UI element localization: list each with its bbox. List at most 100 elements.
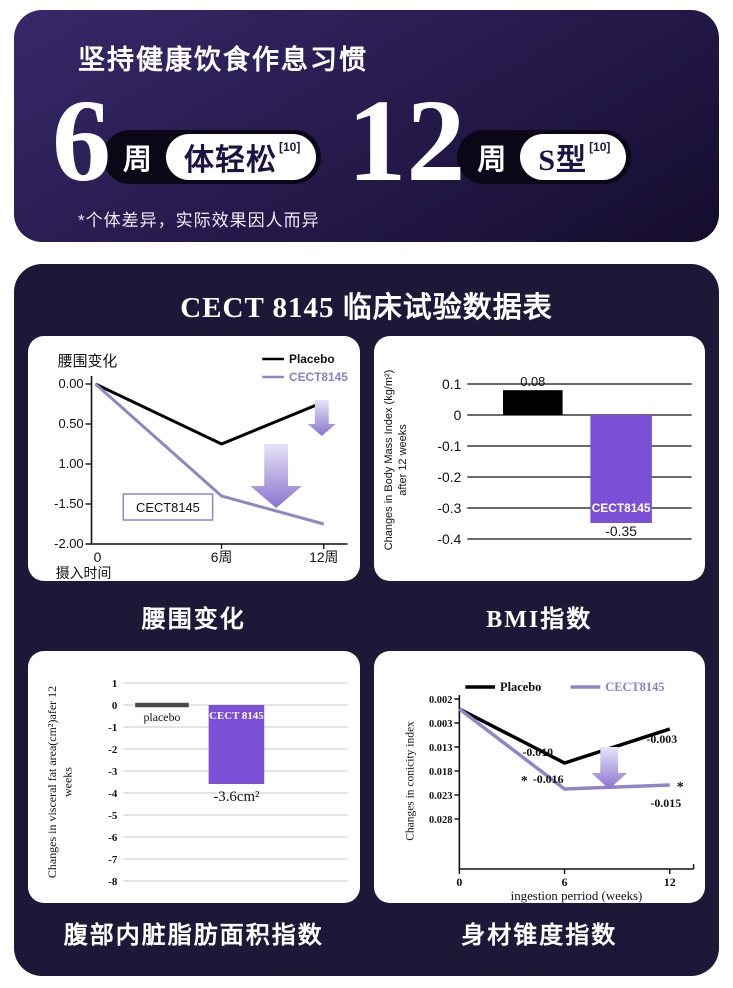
x-tick-label: 12周 xyxy=(309,549,338,565)
y-tick-label: 0.023 xyxy=(428,791,451,802)
y-tick-label: 0.018 xyxy=(428,767,451,778)
promo-banner: 坚持健康饮食作息习惯 6 周 体轻松 [10] 12 周 S型 xyxy=(14,10,719,242)
cect8145-bar-text: CECT8145 xyxy=(591,501,650,515)
y-axis-label-line1: Changes in Body Mass Index (kg/m²) xyxy=(382,370,394,551)
section-title: CECT 8145 临床试验数据表 xyxy=(180,292,553,324)
placebo-line xyxy=(458,707,670,765)
conicity-chart: Placebo CECT8145 Changes in conicity ind… xyxy=(404,680,694,903)
chart-panel-waist: 腰围变化 Placebo CECT8145 0.00 xyxy=(28,336,360,581)
y-axis-label-line2: after 12 weeks xyxy=(396,424,408,496)
y-tick-label: 0.003 xyxy=(428,719,451,730)
y-tick-label: -0.4 xyxy=(437,531,461,547)
y-tick-label: -6 xyxy=(108,832,118,844)
y-tick-label: -0.2 xyxy=(437,469,461,485)
y-tick-label: -4 xyxy=(108,788,118,800)
cect8145-6wk-value: -0.016 xyxy=(532,772,563,786)
placebo-line xyxy=(94,382,325,446)
disclaimer-text: *个体差异，实际效果因人而异 xyxy=(78,211,320,230)
y-tick-label: -2 xyxy=(108,744,117,756)
annotation-box-label: CECT8145 xyxy=(136,500,200,515)
y-tick-label: 0.1 xyxy=(442,376,462,392)
legend-label-placebo: Placebo xyxy=(289,352,335,366)
y-tick-label: -8 xyxy=(108,876,118,888)
stat-number-12: 12 xyxy=(347,75,466,206)
stat-pill-6: 体轻松 [10] xyxy=(166,134,317,180)
y-tick-label: 1 xyxy=(112,678,117,690)
clinical-data-card: CECT 8145 临床试验数据表 腰围变化 Placebo CECT8145 xyxy=(14,264,719,976)
y-tick-label: -7 xyxy=(108,854,118,866)
chart-grid: 腰围变化 Placebo CECT8145 0.00 xyxy=(14,336,719,961)
chart-caption-visceral: 腹部内脏脂肪面积指数 xyxy=(63,922,324,949)
chart-panel-bmi: Changes in Body Mass Index (kg/m²) after… xyxy=(373,336,705,581)
x-tick-label: 0 xyxy=(94,549,102,565)
stat-unit-6: 周 xyxy=(123,144,153,176)
down-arrow-small-icon xyxy=(307,400,336,436)
pill-text-12: S型 xyxy=(538,144,588,177)
banner-title: 坚持健康饮食作息习惯 xyxy=(78,45,368,75)
y-tick-label: 1.00 xyxy=(58,456,83,471)
legend-label-cect8145: CECT8145 xyxy=(605,680,664,694)
stat-unit-12: 周 xyxy=(477,144,507,176)
chart-caption-waist: 腰围变化 xyxy=(141,606,246,633)
axis-ticks xyxy=(453,698,694,874)
x-tick-label: 6周 xyxy=(211,549,233,565)
sig-marker-12wk: * xyxy=(676,780,683,795)
pill-text-6: 体轻松 xyxy=(184,144,278,177)
cect8145-bar xyxy=(208,705,265,784)
chart-caption-bmi: BMI指数 xyxy=(486,606,593,633)
x-axis-label: 摄入时间 xyxy=(56,565,112,581)
gridlines xyxy=(466,383,692,540)
sig-marker-6wk: * xyxy=(520,774,527,789)
placebo-bar xyxy=(502,390,563,415)
chart-panel-conicity: Placebo CECT8145 Changes in conicity ind… xyxy=(373,651,705,903)
chart-title: 腰围变化 xyxy=(58,353,118,370)
x-tick-label: 0 xyxy=(456,875,462,889)
stat-6-weeks: 6 周 体轻松 [10] xyxy=(52,82,322,200)
annotation-box xyxy=(122,493,214,521)
cect8145-bar xyxy=(589,415,652,523)
y-tick-label: 0 xyxy=(453,407,461,423)
x-axis-label: ingestion perriod (weeks) xyxy=(510,888,642,903)
placebo-12wk-value: -0.003 xyxy=(646,732,677,746)
y-tick-label: 0.013 xyxy=(428,743,451,754)
visceral-fat-chart: Changes in visceral fat area(cm²)afer 12… xyxy=(45,678,348,888)
y-tick-label: 0 xyxy=(112,700,118,712)
legend-label-placebo: Placebo xyxy=(500,680,541,694)
placebo-bar-value: 0.08 xyxy=(520,374,545,389)
y-tick-label: 0.028 xyxy=(428,815,451,826)
cect8145-line xyxy=(457,707,670,791)
y-tick-label: -0.1 xyxy=(437,438,461,454)
cect8145-bar-text: CECT 8145 xyxy=(209,710,264,722)
placebo-label: placebo xyxy=(143,710,180,724)
y-tick-label: -1.50 xyxy=(54,496,83,511)
down-arrow-icon xyxy=(250,444,302,508)
stat-12-weeks: 12 周 S型 [10] xyxy=(347,75,632,206)
y-tick-label: 0.00 xyxy=(58,376,83,391)
legend-label-cect8145: CECT8145 xyxy=(289,370,348,384)
x-tick-label: 6 xyxy=(561,875,567,889)
y-tick-label: -1 xyxy=(108,722,117,734)
axis-ticks xyxy=(85,383,325,549)
bmi-chart: Changes in Body Mass Index (kg/m²) after… xyxy=(382,370,692,551)
y-tick-label: -0.3 xyxy=(437,500,461,516)
y-axis-label-line2: weeks xyxy=(61,767,75,797)
y-axis-label: Changes in conicity index xyxy=(404,721,416,841)
stat-pill-12: S型 [10] xyxy=(520,134,627,180)
y-tick-label: -2.00 xyxy=(54,536,83,551)
waist-change-chart: 腰围变化 Placebo CECT8145 0.00 xyxy=(54,352,348,581)
x-tick-label: 12 xyxy=(663,875,675,889)
chart-panel-visceral: Changes in visceral fat area(cm²)afer 12… xyxy=(28,651,360,903)
stats-row: 6 周 体轻松 [10] 12 周 S型 [10] xyxy=(52,75,632,206)
chart-caption-conicity: 身材锥度指数 xyxy=(461,922,618,949)
cect8145-bar-value: -0.35 xyxy=(605,523,637,539)
y-tick-label: 0.002 xyxy=(428,695,451,706)
cect8145-bar-value: -3.6cm² xyxy=(213,789,260,805)
y-tick-label: 0.50 xyxy=(58,416,83,431)
pill-citation-12: [10] xyxy=(589,140,611,154)
y-tick-label: -5 xyxy=(108,810,118,822)
y-axis-label-line1: Changes in visceral fat area(cm²)afer 12 xyxy=(45,686,59,878)
cect8145-line xyxy=(94,382,325,526)
pill-citation-6: [10] xyxy=(279,140,301,154)
placebo-6wk-value: -0.010 xyxy=(522,745,553,759)
